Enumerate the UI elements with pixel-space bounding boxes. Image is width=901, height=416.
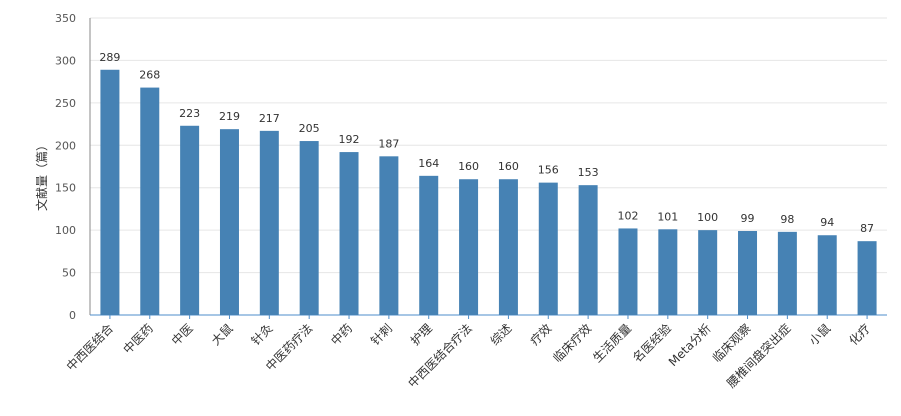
y-tick-label: 100 (55, 224, 76, 237)
bar-value-label: 99 (741, 212, 755, 225)
bar-value-label: 160 (458, 160, 479, 173)
y-tick-label: 150 (55, 182, 76, 195)
bar (777, 231, 797, 315)
bars (100, 69, 877, 316)
x-tick-label: 中药 (328, 321, 356, 349)
x-tick-label: 中西医结合 (63, 321, 116, 374)
bar-value-label: 160 (498, 160, 519, 173)
x-tick-label: 小鼠 (806, 321, 833, 348)
bar (379, 156, 399, 315)
bar-value-label: 217 (259, 112, 280, 125)
y-tick-label: 300 (55, 54, 76, 67)
bar-value-label: 205 (299, 122, 320, 135)
bar-value-label: 187 (378, 137, 399, 150)
bar-value-label: 102 (617, 209, 638, 222)
bar (538, 182, 558, 315)
x-tick-label: Meta分析 (666, 321, 714, 369)
bar (698, 230, 718, 315)
x-tick-label: 针灸 (248, 321, 276, 349)
y-tick-label: 50 (62, 267, 76, 280)
x-tick-label: 大鼠 (209, 321, 236, 348)
bar (259, 130, 279, 315)
bar-value-label: 101 (657, 210, 678, 223)
bar (738, 230, 758, 315)
bar (618, 228, 638, 315)
bar-value-label: 98 (780, 213, 794, 226)
bar-value-label: 164 (418, 157, 439, 170)
gridlines (90, 17, 887, 274)
y-axis-label: 文献量（篇） (34, 139, 49, 211)
y-tick-labels: 0 50 100 150 200 250 300 350 (55, 12, 76, 322)
axes (89, 18, 887, 319)
bar (140, 87, 160, 315)
bar (459, 179, 479, 315)
x-tick-label: 针刺 (367, 321, 395, 349)
bar (658, 229, 678, 315)
y-tick-label: 350 (55, 12, 76, 25)
bar (299, 141, 319, 315)
bar-value-label: 94 (820, 216, 834, 229)
x-tick-label: 临床疗效 (550, 321, 595, 366)
x-tick-label: 护理 (408, 321, 435, 348)
bar-value-label: 100 (697, 211, 718, 224)
bar (498, 179, 518, 315)
bar-value-label: 268 (139, 69, 160, 82)
x-tick-label: 中医药 (120, 321, 156, 357)
bar (419, 175, 439, 315)
bar-value-label: 289 (99, 51, 120, 64)
bar-value-label: 156 (538, 164, 559, 177)
bar-value-label: 223 (179, 107, 200, 120)
y-tick-label: 250 (55, 97, 76, 110)
bar (339, 152, 359, 315)
x-tick-label: 化疗 (846, 321, 873, 348)
bar (219, 129, 239, 315)
bar-value-label: 153 (578, 166, 599, 179)
bar (578, 185, 598, 315)
x-tick-label: 疗效 (527, 321, 555, 349)
bar (857, 241, 877, 315)
x-tick-label: 中医 (168, 321, 196, 349)
bar-value-label: 192 (339, 133, 360, 146)
bar (100, 69, 120, 316)
bar (180, 125, 200, 315)
bar-value-label: 219 (219, 110, 240, 123)
value-labels: 289 268 223 219 217 205 192 187 164 160 160 156 153 1… (99, 51, 874, 235)
bar (817, 235, 837, 315)
x-tick-label: 生活质量 (590, 321, 634, 365)
x-tick-label: 综述 (488, 321, 515, 348)
y-tick-label: 200 (55, 139, 76, 152)
y-tick-label: 0 (69, 309, 76, 322)
bar-value-label: 87 (860, 222, 874, 235)
